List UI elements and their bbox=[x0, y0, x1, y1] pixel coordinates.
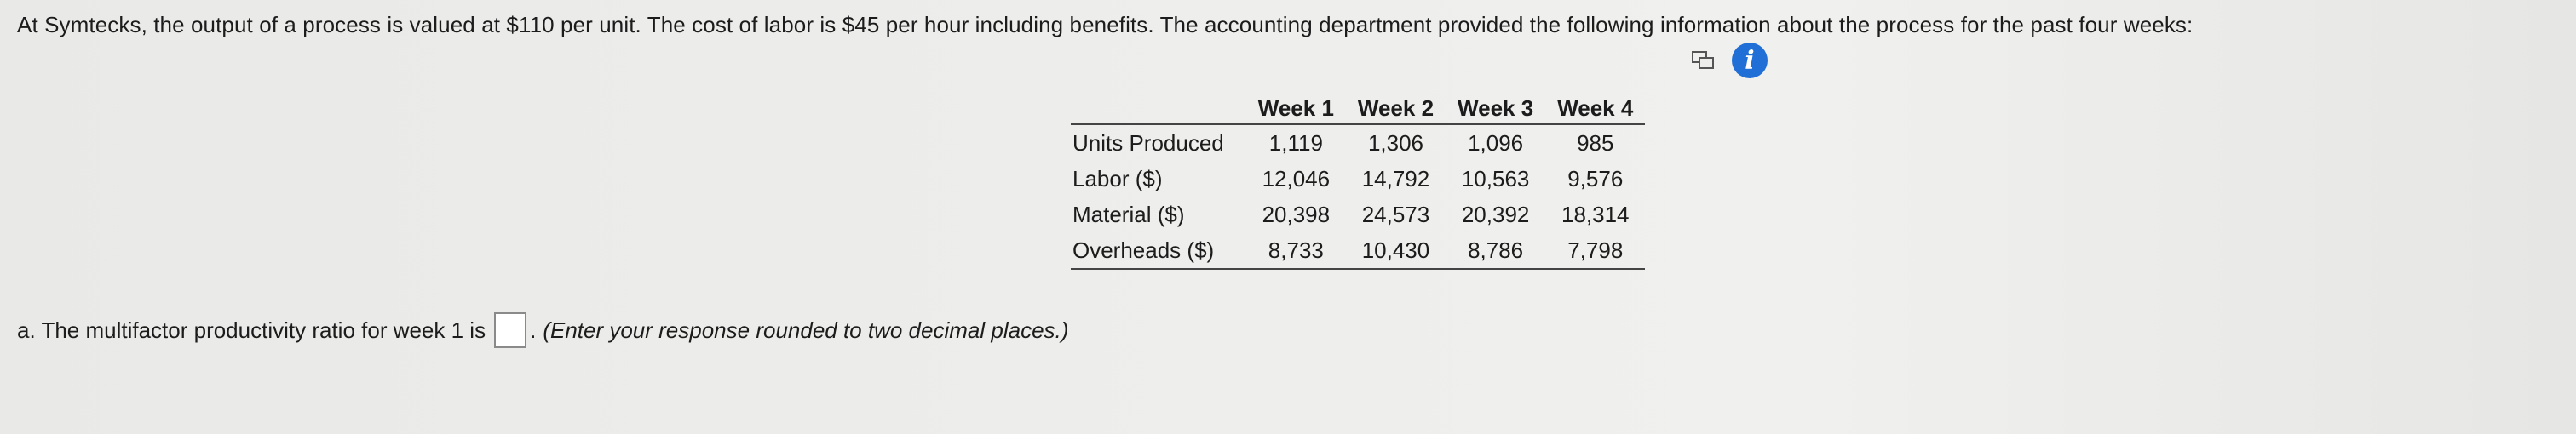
table-cell: 8,733 bbox=[1245, 232, 1346, 270]
problem-statement: At Symtecks, the output of a process is … bbox=[17, 12, 2194, 37]
question-a: a. The multifactor productivity ratio fo… bbox=[17, 312, 1068, 348]
table-cell: 7,798 bbox=[1545, 232, 1646, 270]
table-cell: 24,573 bbox=[1361, 202, 1430, 227]
row-label: Labor ($) bbox=[1072, 166, 1163, 191]
table-cell: 10,430 bbox=[1345, 232, 1446, 270]
table-cell: 14,792 bbox=[1361, 166, 1430, 191]
table-cell: 9,576 bbox=[1567, 166, 1624, 191]
table-cell: 1,306 bbox=[1367, 130, 1424, 156]
table-cell: 8,786 bbox=[1446, 232, 1546, 270]
table-cell: 10,563 bbox=[1461, 166, 1530, 191]
header-week-1: Week 1 bbox=[1245, 92, 1346, 125]
row-label: Overheads ($) bbox=[1071, 232, 1246, 270]
row-label: Material ($) bbox=[1072, 202, 1185, 227]
answer-input[interactable] bbox=[494, 312, 527, 348]
table-row: Units Produced 1,119 1,306 1,096 985 bbox=[1071, 124, 1645, 161]
question-prefix: a. The multifactor productivity ratio fo… bbox=[17, 317, 486, 343]
table-header-row: Week 1 Week 2 Week 3 Week 4 bbox=[1071, 92, 1646, 125]
weekly-data-table: Week 1 Week 2 Week 3 Week 4 Units Produc… bbox=[1071, 92, 1646, 270]
question-hint: (Enter your response rounded to two deci… bbox=[543, 317, 1069, 343]
table-tools: i bbox=[1691, 43, 1768, 78]
table-cell: 12,046 bbox=[1262, 166, 1331, 191]
info-icon[interactable]: i bbox=[1732, 43, 1768, 78]
table-cell: 18,314 bbox=[1561, 202, 1630, 227]
table-row: Overheads ($) 8,733 10,430 8,786 7,798 bbox=[1071, 232, 1646, 270]
row-label: Units Produced bbox=[1072, 130, 1224, 156]
table-cell: 1,096 bbox=[1468, 130, 1524, 156]
table-cell: 1,119 bbox=[1268, 130, 1323, 156]
header-blank bbox=[1071, 92, 1246, 125]
table-cell: 20,392 bbox=[1461, 202, 1530, 227]
header-week-3: Week 3 bbox=[1446, 92, 1546, 125]
header-week-4: Week 4 bbox=[1545, 92, 1646, 125]
table-cell: 20,398 bbox=[1262, 202, 1331, 227]
question-suffix: . bbox=[530, 317, 537, 343]
copy-icon[interactable] bbox=[1691, 50, 1715, 71]
table-row: Material ($) 20,398 24,573 20,392 18,314 bbox=[1071, 197, 1645, 232]
table-row: Labor ($) 12,046 14,792 10,563 9,576 bbox=[1071, 161, 1645, 197]
header-week-2: Week 2 bbox=[1345, 92, 1446, 125]
table-cell: 985 bbox=[1577, 130, 1614, 156]
